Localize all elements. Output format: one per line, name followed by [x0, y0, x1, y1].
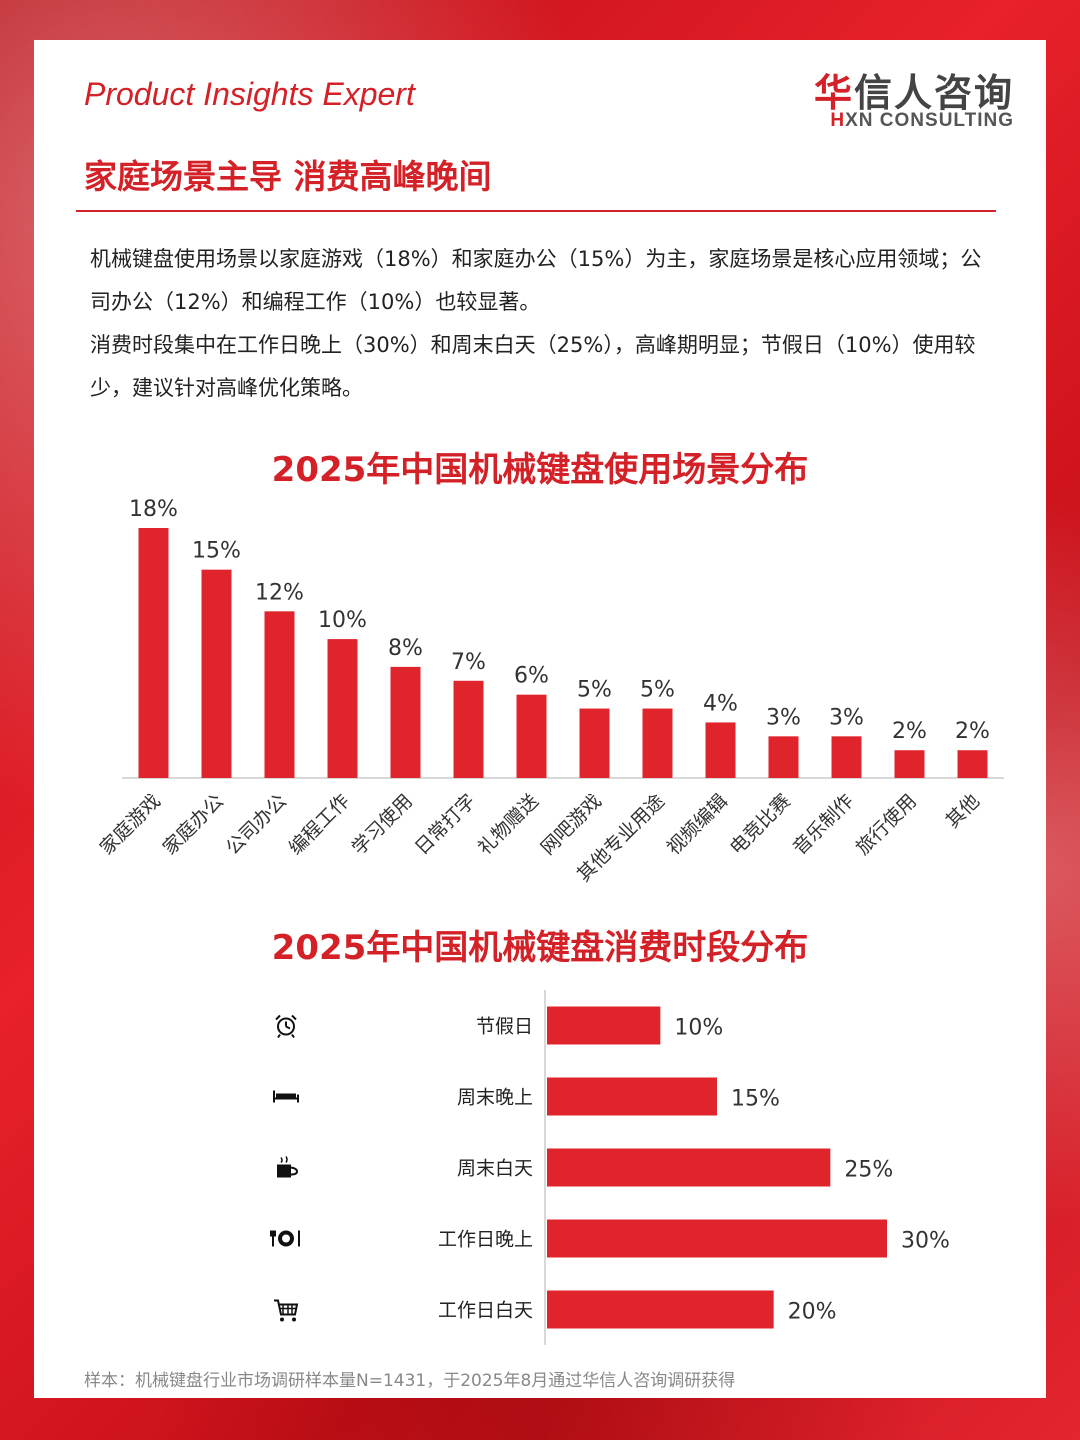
bar-5 — [390, 666, 421, 778]
bar-value-label-7: 6% — [514, 664, 549, 689]
logo-cn-rest: 信人咨询 — [853, 71, 1014, 115]
bar-value-label-2: 15% — [192, 539, 241, 564]
bar-value-label-1: 18% — [129, 497, 178, 522]
bar-1 — [138, 528, 169, 778]
category-label-12: 音乐制作 — [789, 790, 858, 859]
category-label-2: 家庭办公 — [159, 790, 228, 859]
category-label-1: 家庭游戏 — [96, 790, 165, 859]
content-card: Product Insights Expert 华信人咨询 HXN CONSUL… — [34, 40, 1046, 1398]
period-label-3: 周末白天 — [457, 1158, 533, 1180]
alarm-clock-icon — [275, 1014, 297, 1039]
summary-paragraph-2: 消费时段集中在工作日晚上（30%）和周末白天（25%），高峰期明显；节假日（10… — [90, 333, 976, 400]
bed-icon — [273, 1090, 299, 1103]
period-label-4: 工作日晚上 — [438, 1229, 533, 1251]
bar-3 — [264, 611, 295, 778]
bar-value-label-4: 10% — [318, 608, 367, 633]
consumption-period-bar-chart: 节假日 10% 周末晚上 15% 周末白天 25% 工作日晚上 30% 工作日白天 20% — [270, 990, 950, 1345]
category-label-13: 旅行使用 — [852, 790, 921, 859]
bar-value-label-9: 5% — [640, 678, 675, 703]
bar-13 — [894, 750, 925, 778]
bar-value-label-5: 8% — [388, 636, 423, 661]
period-label-1: 节假日 — [476, 1016, 533, 1038]
period-label-5: 工作日白天 — [438, 1300, 533, 1322]
category-label-10: 视频编辑 — [663, 790, 732, 859]
bar-14 — [957, 750, 988, 778]
category-label-4: 编程工作 — [285, 790, 354, 859]
period-value-label-4: 30% — [901, 1229, 950, 1254]
brand-tagline: Product Insights Expert — [84, 76, 415, 112]
bar-value-label-8: 5% — [577, 678, 612, 703]
category-label-3: 公司办公 — [222, 790, 291, 859]
usage-scenario-bar-chart: 18% 家庭游戏 15% 家庭办公 12% 公司办公 10% 编程工作 8% 学习使用 7% 日常打字… — [96, 497, 1004, 886]
dining-icon — [270, 1230, 300, 1247]
period-value-label-5: 20% — [788, 1300, 837, 1325]
bar-value-label-14: 2% — [955, 719, 990, 744]
category-label-6: 日常打字 — [411, 790, 480, 859]
bar-value-label-10: 4% — [703, 691, 738, 716]
period-bar-2 — [547, 1077, 717, 1116]
bar-9 — [642, 708, 673, 778]
category-label-5: 学习使用 — [348, 790, 417, 859]
period-value-label-3: 25% — [844, 1158, 893, 1183]
logo-cn-first-char: 华 — [813, 71, 854, 115]
bar-8 — [579, 708, 610, 778]
bar-2 — [201, 569, 232, 778]
bar-value-label-6: 7% — [451, 650, 486, 675]
headline-divider — [76, 210, 996, 212]
bar-value-label-13: 2% — [892, 719, 927, 744]
sample-footnote: 样本：机械键盘行业市场调研样本量N=1431，于2025年8月通过华信人咨询调研… — [84, 1371, 736, 1391]
logo-en-rest: XN CONSULTING — [845, 110, 1014, 131]
bar-12 — [831, 736, 862, 778]
period-value-label-1: 10% — [674, 1016, 723, 1041]
usage-chart-title: 2025年中国机械键盘使用场景分布 — [271, 450, 809, 490]
logo-en-mark: H — [830, 110, 846, 131]
category-label-14: 其他 — [942, 790, 984, 832]
company-logo-en: HXN CONSULTING — [830, 110, 1014, 132]
period-bar-1 — [547, 1006, 661, 1045]
summary-paragraph-1: 机械键盘使用场景以家庭游戏（18%）和家庭办公（15%）为主，家庭场景是核心应用… — [90, 247, 982, 314]
bar-value-label-3: 12% — [255, 580, 304, 605]
coffee-cup-icon — [277, 1156, 299, 1178]
period-bar-5 — [547, 1290, 774, 1329]
bar-value-label-12: 3% — [829, 705, 864, 730]
period-chart-title: 2025年中国机械键盘消费时段分布 — [271, 928, 809, 968]
shopping-cart-icon — [274, 1299, 299, 1322]
period-value-label-2: 15% — [731, 1087, 780, 1112]
page-headline: 家庭场景主导 消费高峰晚间 — [84, 157, 492, 196]
category-label-11: 电竞比赛 — [726, 790, 795, 859]
period-label-2: 周末晚上 — [457, 1087, 533, 1109]
bar-value-label-11: 3% — [766, 705, 801, 730]
summary-text: 机械键盘使用场景以家庭游戏（18%）和家庭办公（15%）为主，家庭场景是核心应用… — [90, 238, 1000, 410]
bar-4 — [327, 639, 358, 778]
company-logo-cn: 华信人咨询 — [814, 62, 1014, 117]
bar-7 — [516, 694, 547, 778]
bar-6 — [453, 680, 484, 778]
bar-10 — [705, 722, 736, 778]
period-bar-4 — [547, 1219, 887, 1258]
period-bar-3 — [547, 1148, 831, 1187]
bar-11 — [768, 736, 799, 778]
category-label-7: 礼物赠送 — [474, 790, 543, 859]
